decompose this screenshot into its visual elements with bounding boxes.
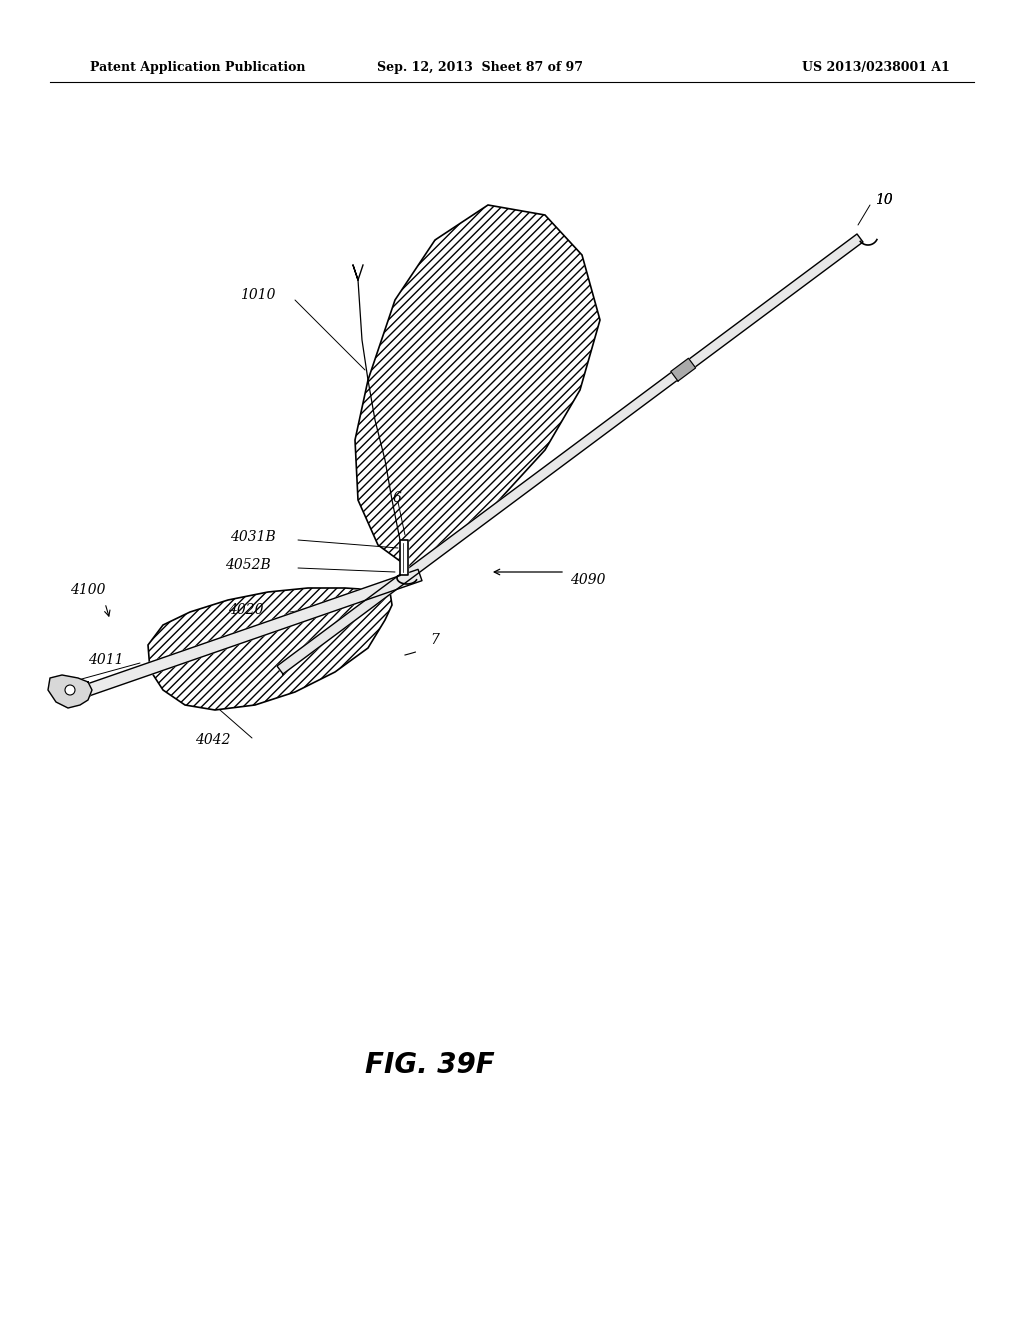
Text: 6: 6	[393, 491, 401, 506]
Polygon shape	[400, 540, 408, 576]
Text: 7: 7	[430, 634, 439, 647]
Polygon shape	[278, 234, 863, 675]
Polygon shape	[148, 587, 392, 710]
Text: FIG. 39F: FIG. 39F	[366, 1051, 495, 1078]
Text: 4042: 4042	[195, 733, 230, 747]
Text: 4011: 4011	[88, 653, 124, 667]
Text: 10: 10	[874, 193, 893, 207]
Text: Sep. 12, 2013  Sheet 87 of 97: Sep. 12, 2013 Sheet 87 of 97	[377, 62, 583, 74]
Polygon shape	[671, 358, 695, 381]
Text: 4100: 4100	[70, 583, 105, 597]
Text: 4052B: 4052B	[225, 558, 270, 572]
Text: 10: 10	[874, 193, 893, 207]
Circle shape	[65, 685, 75, 696]
Text: Patent Application Publication: Patent Application Publication	[90, 62, 305, 74]
Polygon shape	[86, 569, 422, 696]
Text: 1010: 1010	[240, 288, 275, 302]
Polygon shape	[48, 675, 92, 708]
Text: US 2013/0238001 A1: US 2013/0238001 A1	[802, 62, 950, 74]
Text: 4020: 4020	[228, 603, 263, 616]
Text: 4090: 4090	[570, 573, 605, 587]
Text: 4031B: 4031B	[230, 531, 275, 544]
Polygon shape	[355, 205, 600, 572]
